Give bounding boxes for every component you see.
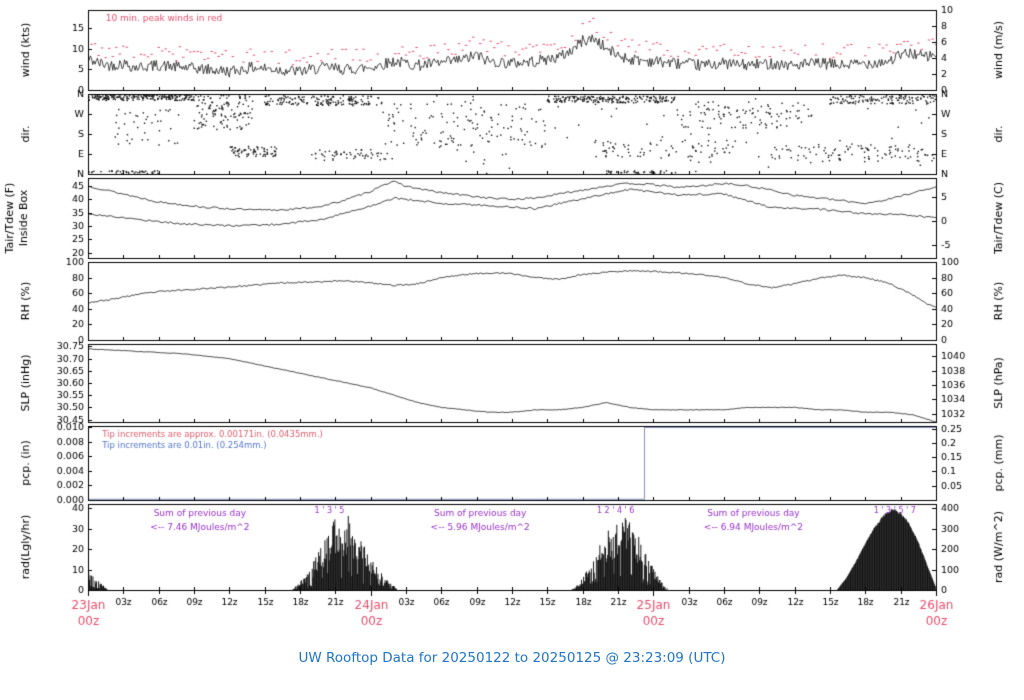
weather-multipanel-chart-canvas xyxy=(0,0,1024,645)
chart-title: UW Rooftop Data for 20250122 to 20250125… xyxy=(298,650,726,666)
